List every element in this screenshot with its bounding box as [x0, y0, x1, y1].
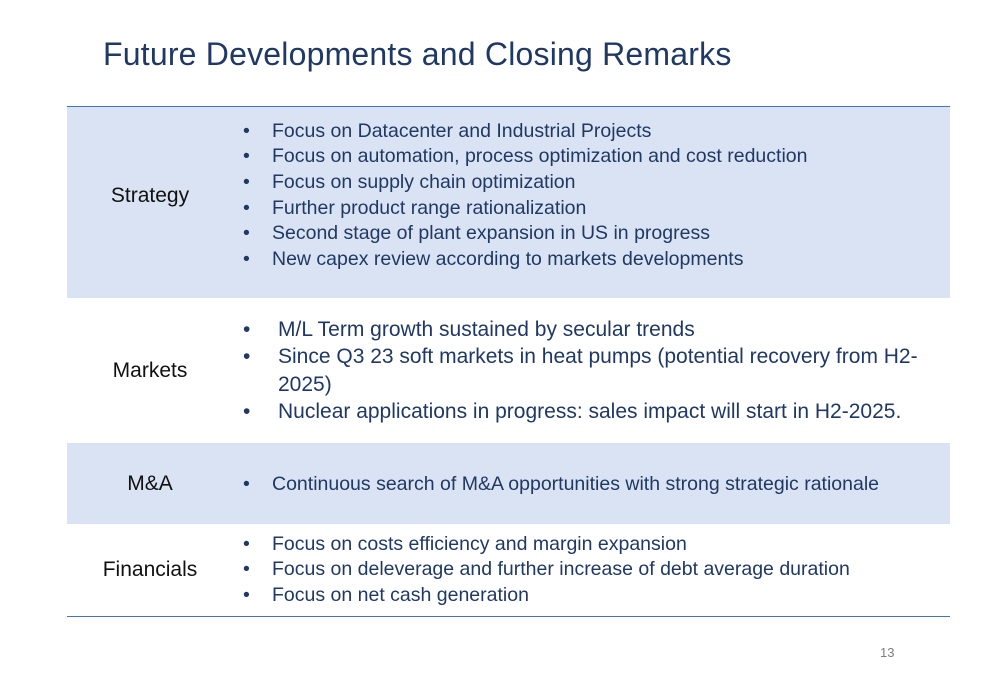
list-item: Focus on Datacenter and Industrial Proje… — [243, 119, 950, 145]
row-label-markets: Markets — [112, 358, 188, 382]
row-financials: Financials Focus on costs efficiency and… — [67, 524, 950, 616]
developments-table: Strategy Focus on Datacenter and Industr… — [67, 106, 950, 617]
list-item: M/L Term growth sustained by secular tre… — [243, 316, 950, 344]
list-item: Focus on automation, process optimizatio… — [243, 144, 950, 170]
row-strategy: Strategy Focus on Datacenter and Industr… — [67, 107, 950, 298]
row-label-financials: Financials — [102, 558, 198, 581]
list-item: Focus on costs efficiency and margin exp… — [243, 532, 950, 558]
m-and-a-bullets-container: Continuous search of M&A opportunities w… — [233, 471, 950, 497]
list-item: Focus on deleverage and further increase… — [243, 557, 950, 583]
row-markets: Markets M/L Term growth sustained by sec… — [67, 298, 950, 443]
financials-bullet-list: Focus on costs efficiency and margin exp… — [243, 532, 950, 609]
list-item: New capex review according to markets de… — [243, 247, 950, 273]
slide-title: Future Developments and Closing Remarks — [103, 36, 732, 72]
financials-bullets-container: Focus on costs efficiency and margin exp… — [233, 532, 950, 609]
list-item: Focus on net cash generation — [243, 583, 950, 609]
row-label-strategy: Strategy — [110, 183, 190, 207]
list-item: Second stage of plant expansion in US in… — [243, 221, 950, 247]
list-item: Focus on supply chain optimization — [243, 170, 950, 196]
list-item: Since Q3 23 soft markets in heat pumps (… — [243, 343, 950, 398]
markets-bullets-container: M/L Term growth sustained by secular tre… — [233, 316, 950, 426]
strategy-bullets-container: Focus on Datacenter and Industrial Proje… — [233, 119, 950, 273]
row-label-m-and-a: M&A — [127, 471, 173, 495]
strategy-bullet-list: Focus on Datacenter and Industrial Proje… — [243, 119, 950, 273]
markets-bullet-list: M/L Term growth sustained by secular tre… — [243, 316, 950, 426]
page-number: 13 — [880, 645, 895, 660]
list-item: Nuclear applications in progress: sales … — [243, 398, 950, 426]
row-m-and-a: M&A Continuous search of M&A opportuniti… — [67, 443, 950, 524]
list-item: Continuous search of M&A opportunities w… — [243, 471, 950, 497]
m-and-a-bullet-list: Continuous search of M&A opportunities w… — [243, 471, 950, 497]
list-item: Further product range rationalization — [243, 196, 950, 222]
